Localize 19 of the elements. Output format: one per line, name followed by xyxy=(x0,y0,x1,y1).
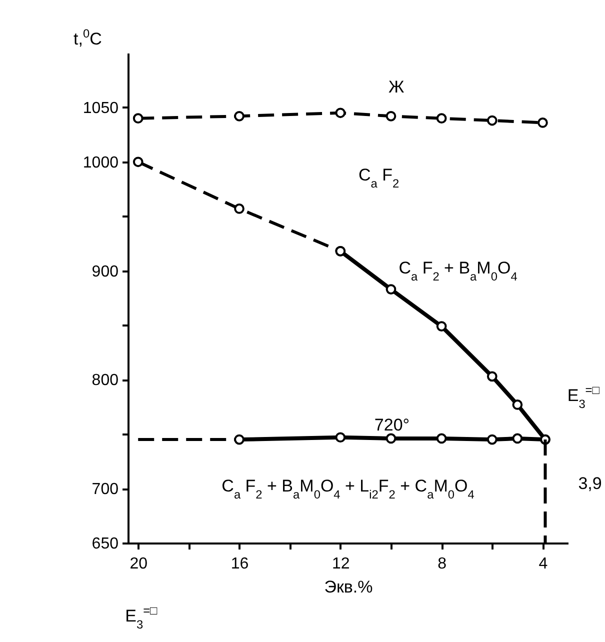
y-tick-label: 700 xyxy=(92,481,119,498)
x-tick-label: 4 xyxy=(538,556,548,572)
y-tick-label: 800 xyxy=(92,372,119,390)
text: C$_{a}$ F$_{2}$ + B$_{a}$M$_{0}$O$_{4}$ xyxy=(398,258,518,284)
y-axis-title: t,$^{0}$C xyxy=(74,26,102,48)
y-tick-label: 1050 xyxy=(82,100,119,117)
x-tick-label: 16 xyxy=(230,556,249,572)
text: C$_{a}$ F$_{2}$ + B$_{a}$M$_{0}$O$_{4}$ + L$_{i2}$F$_{2}$ + C$_{a}$M$_{0}$O$_{4}$ xyxy=(222,476,474,502)
x-axis-title: Экв.% xyxy=(324,578,373,596)
annotation: Ж xyxy=(388,77,405,96)
y-tick-label: 900 xyxy=(92,263,119,280)
y-tick-label: 650 xyxy=(92,536,119,552)
y-tick-label: 1000 xyxy=(82,154,119,172)
text: 3,9 xyxy=(578,474,602,494)
annotation: C$_{a}$ F$_{2}$ xyxy=(358,166,400,190)
x-tick-label: 12 xyxy=(332,556,350,572)
x-tick-label: 20 xyxy=(130,556,148,572)
annotation: 720° xyxy=(374,415,410,434)
x-tick-label: 8 xyxy=(438,556,447,572)
